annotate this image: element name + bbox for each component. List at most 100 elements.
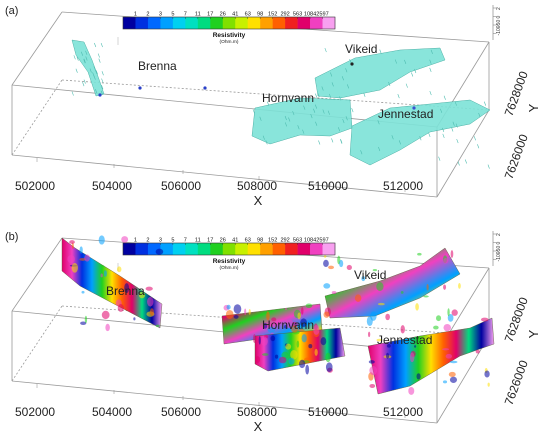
colorbar-tick-label: 5 xyxy=(171,12,174,18)
section-texture xyxy=(426,284,429,291)
site-label: Vikeid xyxy=(354,268,386,282)
section-texture xyxy=(325,362,333,372)
section-texture xyxy=(233,315,239,319)
volume-texture xyxy=(338,127,341,132)
section-texture xyxy=(449,376,458,383)
section-texture xyxy=(423,295,429,298)
colorbar-swatch xyxy=(197,17,211,29)
section-texture xyxy=(484,370,490,378)
box-edge xyxy=(436,109,490,198)
colorbar-swatch xyxy=(297,243,311,255)
colorbar-title: Resistivity xyxy=(213,32,246,39)
section-texture xyxy=(450,250,454,258)
volume-texture xyxy=(83,79,86,84)
colorbar-tick-label: 41 xyxy=(232,12,238,18)
section-texture xyxy=(285,343,292,350)
volume-texture xyxy=(429,59,432,64)
volume-texture xyxy=(339,96,342,101)
x-tick-label: 504000 xyxy=(92,405,132,419)
volume-texture xyxy=(429,67,432,73)
volume-body xyxy=(314,47,446,99)
colorbar-swatch xyxy=(197,243,211,255)
colorbar-swatch xyxy=(172,17,186,29)
site-label: Hornvann xyxy=(262,91,314,105)
section-texture xyxy=(323,311,330,318)
x-tick-label: 510000 xyxy=(308,405,348,419)
colorbar-swatch xyxy=(310,243,323,255)
colorbar-swatch xyxy=(172,243,186,255)
colorbar-swatch xyxy=(147,17,161,29)
section-texture xyxy=(376,282,384,291)
section-texture xyxy=(284,325,288,329)
colorbar-tick-label: 5 xyxy=(171,238,174,244)
colorbar-tick-label: 63 xyxy=(245,12,251,18)
section-texture xyxy=(314,348,318,356)
section-texture xyxy=(297,328,305,332)
section-texture xyxy=(105,323,110,332)
section-texture xyxy=(442,348,450,351)
section-texture xyxy=(260,336,268,346)
section-texture xyxy=(386,344,391,348)
volume-texture xyxy=(83,59,86,64)
volume-texture xyxy=(94,42,97,48)
volume-texture xyxy=(388,81,391,87)
colorbar-swatch xyxy=(135,243,149,255)
section-texture xyxy=(445,353,453,359)
volume-texture xyxy=(317,92,320,98)
volume-texture xyxy=(455,123,458,128)
section-texture xyxy=(69,240,75,244)
section-texture xyxy=(320,337,327,346)
section-texture xyxy=(145,286,153,291)
colorbar-frame xyxy=(122,242,336,256)
section-texture xyxy=(372,269,378,272)
z-axis: 2 0-50-100 xyxy=(492,5,502,40)
section-texture xyxy=(400,325,405,334)
x-tick-label: 506000 xyxy=(161,179,201,193)
section-texture xyxy=(385,313,390,321)
volume-texture xyxy=(76,56,79,61)
section-texture xyxy=(368,331,371,338)
colorbar-swatch xyxy=(260,17,273,29)
section-texture xyxy=(296,340,300,348)
section-texture xyxy=(286,319,294,329)
volume-texture xyxy=(292,110,295,116)
volume-texture xyxy=(464,159,467,164)
volume-texture xyxy=(477,144,480,149)
section-texture xyxy=(117,304,124,312)
volume-texture xyxy=(457,161,460,166)
section-curtain xyxy=(367,317,495,395)
site-label: Jennestad xyxy=(377,333,432,347)
section-texture xyxy=(271,317,277,322)
section-texture xyxy=(443,257,449,264)
colorbar-tick-label: 11 xyxy=(195,238,201,244)
section-texture xyxy=(149,308,154,316)
colorbar-swatch xyxy=(135,17,149,29)
volume-texture xyxy=(456,138,459,144)
colorbar-title: Resistivity xyxy=(213,258,246,265)
volume-texture xyxy=(284,122,288,127)
volume-texture xyxy=(360,150,363,155)
volume-texture xyxy=(487,164,490,169)
z-tick-label: 0 xyxy=(496,242,502,245)
section-texture xyxy=(443,284,447,290)
volume-texture xyxy=(75,68,78,73)
colorbar-tick-label: 3 xyxy=(159,12,162,18)
volume-texture xyxy=(330,72,333,77)
colorbar-tick-label: 1084 xyxy=(304,238,316,244)
volume-texture xyxy=(345,116,348,121)
box-edge xyxy=(11,237,63,312)
volume-texture xyxy=(100,42,103,48)
volume-texture xyxy=(314,104,318,109)
volume-texture xyxy=(80,51,84,56)
section-texture xyxy=(79,246,83,254)
volume-texture xyxy=(442,127,445,133)
colorbar-swatch xyxy=(260,243,273,255)
section-texture xyxy=(124,283,130,294)
section-texture xyxy=(270,335,276,342)
volume-texture xyxy=(302,129,305,134)
section-texture xyxy=(284,308,288,311)
colorbar-tick-label: 17 xyxy=(207,238,213,244)
box-edge xyxy=(11,11,63,86)
